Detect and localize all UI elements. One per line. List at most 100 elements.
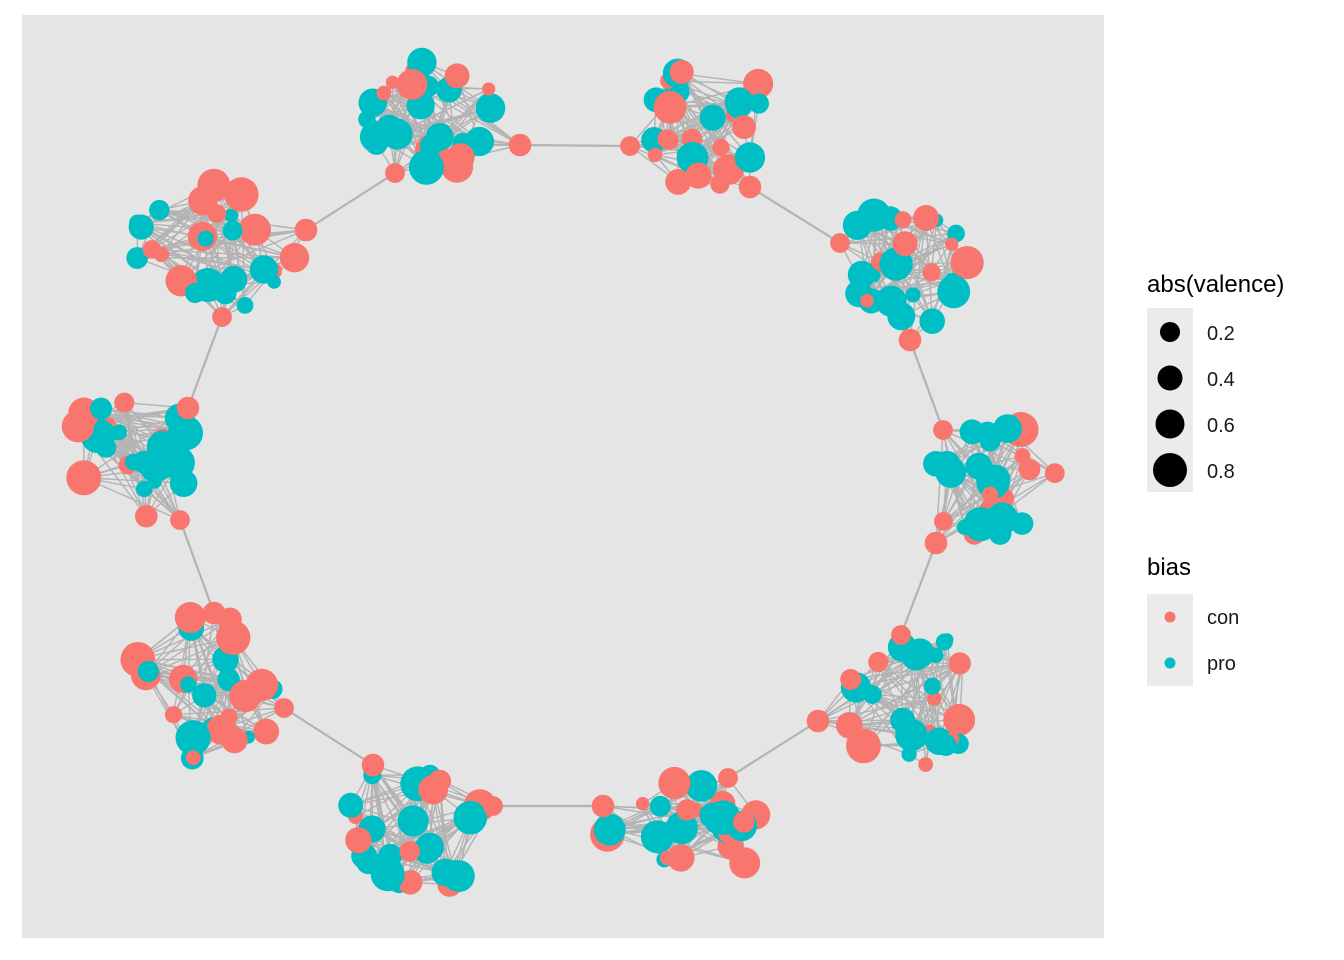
- node-con: [245, 668, 278, 702]
- size-key-dot: [1160, 322, 1180, 342]
- node-con: [185, 750, 201, 765]
- node-pro: [649, 795, 671, 817]
- node-con: [860, 293, 874, 308]
- node-pro: [180, 676, 197, 693]
- edge: [863, 662, 961, 747]
- node-con: [922, 263, 941, 282]
- node-con: [174, 602, 206, 633]
- node-con: [274, 698, 294, 718]
- node-pro: [593, 813, 626, 846]
- edge: [305, 172, 396, 231]
- node-pro: [748, 93, 770, 114]
- edge: [186, 316, 224, 409]
- node-con: [61, 410, 94, 443]
- edge: [151, 248, 266, 272]
- node-con: [279, 243, 310, 273]
- node-con: [216, 620, 251, 655]
- node-pro: [842, 210, 873, 240]
- edge: [519, 143, 631, 148]
- edge: [727, 720, 819, 779]
- node-con: [253, 718, 280, 745]
- node-con: [482, 82, 496, 96]
- node-pro: [895, 718, 928, 752]
- node-pro: [724, 87, 754, 116]
- node-con: [653, 90, 687, 124]
- node-con: [66, 460, 102, 496]
- node-con: [918, 757, 934, 772]
- node-con: [830, 233, 850, 253]
- node-con: [891, 625, 911, 645]
- node-pro: [887, 302, 916, 331]
- color-legend-label: con: [1207, 607, 1239, 629]
- node-pro: [863, 685, 882, 704]
- node-con: [396, 69, 428, 100]
- node-pro: [640, 820, 674, 854]
- node-con: [591, 794, 615, 818]
- node-con: [924, 531, 948, 555]
- node-pro: [375, 114, 404, 143]
- node-con: [508, 133, 532, 157]
- node-con: [294, 218, 318, 242]
- node-con: [444, 63, 470, 89]
- node-con: [385, 75, 400, 89]
- node-con: [738, 175, 762, 199]
- edge: [908, 339, 945, 431]
- node-con: [743, 68, 774, 99]
- node-con: [933, 420, 953, 440]
- node-pro: [236, 297, 254, 314]
- node-con: [868, 651, 889, 673]
- node-con: [667, 844, 695, 872]
- node-con: [927, 691, 942, 706]
- node-con: [982, 486, 999, 503]
- node-con: [945, 237, 959, 251]
- node-con: [376, 85, 392, 101]
- node-pro: [475, 93, 506, 123]
- node-pro: [985, 502, 1019, 535]
- node-pro: [129, 214, 147, 232]
- node-pro: [135, 480, 153, 498]
- node-pro: [92, 404, 106, 418]
- size-legend-label: 0.6: [1207, 415, 1235, 437]
- node-pro: [923, 677, 941, 695]
- node-con: [948, 652, 971, 675]
- node-con: [658, 766, 691, 800]
- node-con: [135, 504, 158, 528]
- color-legend-label: pro: [1207, 653, 1236, 675]
- edge: [862, 654, 937, 747]
- node-con: [620, 136, 640, 156]
- node-pro: [149, 199, 170, 221]
- node-pro: [126, 247, 149, 269]
- node-con: [733, 811, 755, 833]
- node-pro: [399, 813, 423, 836]
- color-legend-keys: [1147, 594, 1193, 686]
- node-pro: [944, 272, 960, 288]
- node-con: [659, 131, 679, 150]
- size-legend-label: 0.4: [1207, 369, 1235, 391]
- edge: [935, 455, 1023, 544]
- node-con: [345, 827, 372, 854]
- node-con: [712, 138, 730, 156]
- node-pro: [1010, 512, 1034, 535]
- size-key-dot: [1155, 409, 1185, 439]
- node-con: [1044, 463, 1065, 483]
- node-con: [660, 850, 675, 866]
- size-legend-label: 0.2: [1207, 323, 1235, 345]
- node-con: [1018, 458, 1041, 481]
- node-con: [943, 703, 976, 736]
- node-pro: [185, 283, 206, 303]
- node-pro: [685, 770, 718, 802]
- node-pro: [937, 275, 971, 309]
- node-con: [220, 708, 238, 726]
- node-con: [361, 753, 385, 777]
- node-con: [685, 162, 712, 189]
- node-con: [176, 396, 200, 420]
- edge: [372, 764, 428, 851]
- node-pro: [338, 792, 364, 818]
- edge: [151, 248, 295, 259]
- color-key-con: [1164, 611, 1176, 623]
- color-legend: bias con pro: [1147, 554, 1239, 686]
- node-con: [170, 510, 190, 530]
- node-con: [676, 799, 698, 821]
- node-con: [446, 143, 475, 172]
- node-con: [202, 601, 226, 625]
